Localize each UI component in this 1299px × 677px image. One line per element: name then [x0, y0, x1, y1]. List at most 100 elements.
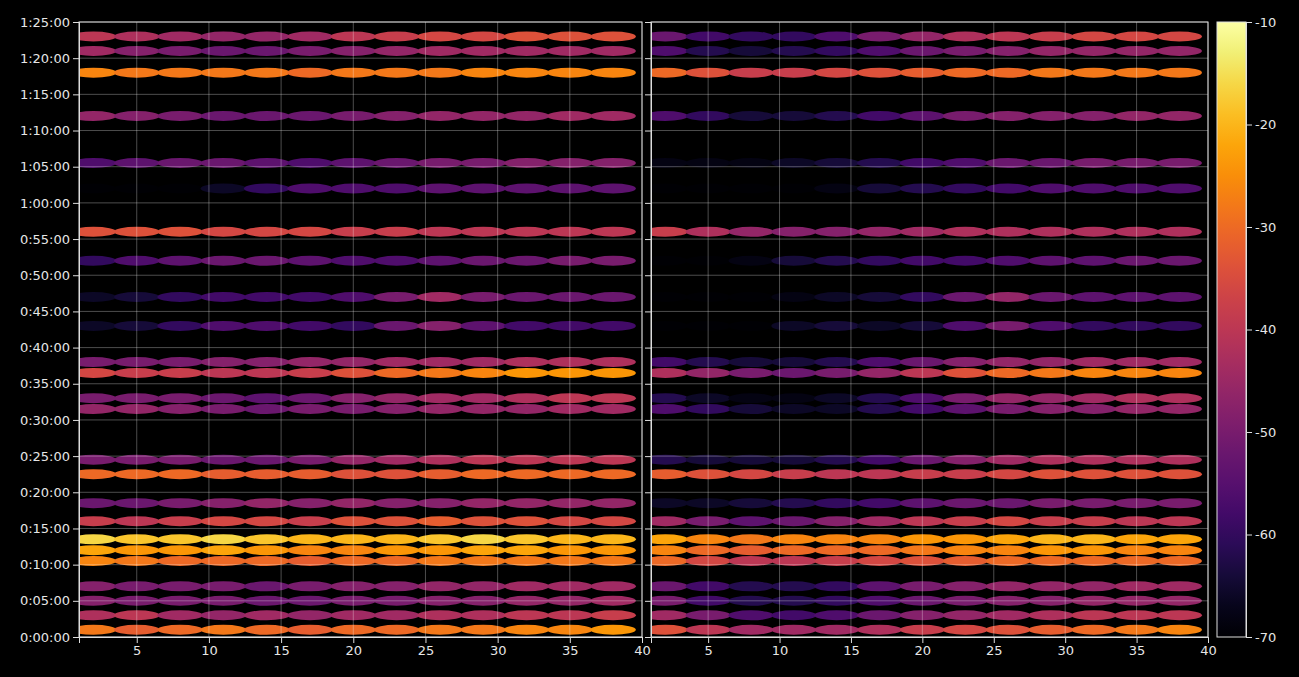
tick [645, 384, 651, 385]
heat-cell [728, 404, 773, 414]
heat-cell [1028, 625, 1073, 635]
heat-cell [814, 534, 859, 544]
grid-line [79, 130, 642, 131]
heat-cell [651, 610, 688, 620]
heat-cell [1157, 321, 1202, 331]
x-axis: 510152025303540 [80, 637, 651, 658]
heat-cell [287, 321, 332, 331]
heat-cell [79, 581, 116, 591]
tick-label: 25 [418, 643, 435, 658]
heat-cell [157, 227, 202, 237]
heat-cell [1157, 227, 1202, 237]
heat-cell [287, 111, 332, 121]
heat-cell [460, 516, 505, 526]
heat-cell [287, 610, 332, 620]
heat-cell [771, 581, 816, 591]
heat-cell [201, 357, 246, 367]
tick-mark [645, 637, 651, 638]
heat-cell [417, 321, 462, 331]
tick: 0:25:00 [20, 449, 79, 464]
heat-cell [157, 31, 202, 41]
grid-line [79, 58, 642, 59]
grid-line [1136, 22, 1137, 637]
grid-line [651, 528, 1208, 529]
tick [645, 275, 651, 276]
heat-cell [728, 393, 773, 403]
heat-cell [287, 256, 332, 266]
heat-cell [857, 498, 902, 508]
heat-cell [374, 368, 419, 378]
heat-cell [986, 545, 1031, 555]
heat-cell [417, 498, 462, 508]
heat-cell [814, 292, 859, 302]
heat-cell [771, 534, 816, 544]
heat-cell [504, 357, 549, 367]
heat-cell [374, 183, 419, 193]
heat-cell [287, 534, 332, 544]
tick-label: 10 [772, 643, 789, 658]
tick [645, 58, 651, 59]
tick-mark [570, 637, 571, 643]
heat-cell [986, 227, 1031, 237]
heat-cell [1071, 227, 1116, 237]
heat-cell [814, 581, 859, 591]
heat-cell [814, 368, 859, 378]
tick-mark [73, 167, 79, 168]
tick-mark [922, 637, 923, 643]
heat-cell [157, 46, 202, 56]
heat-cell [157, 469, 202, 479]
grid-line [79, 275, 642, 276]
grid-line [425, 22, 426, 637]
heat-cell [374, 357, 419, 367]
heat-cell [417, 516, 462, 526]
heat-cell [201, 68, 246, 78]
grid-line [779, 22, 780, 637]
heat-cell [986, 625, 1031, 635]
heat-cell [244, 516, 289, 526]
heat-cell [417, 227, 462, 237]
heat-cell [771, 469, 816, 479]
tick-mark [645, 528, 651, 529]
heat-cell [1071, 183, 1116, 193]
heat-cell [590, 498, 635, 508]
heat-cell [157, 292, 202, 302]
heat-cell [374, 498, 419, 508]
grid-line [79, 311, 642, 312]
heat-cell [1028, 368, 1073, 378]
heat-cell [943, 610, 988, 620]
heat-cell [287, 581, 332, 591]
grid-line [651, 600, 1208, 601]
heat-cell [857, 469, 902, 479]
heat-cell [943, 625, 988, 635]
tick: 30 [490, 637, 507, 658]
tick: 10 [201, 637, 218, 658]
heat-cell [857, 46, 902, 56]
heat-cell [201, 625, 246, 635]
heat-cell [417, 111, 462, 121]
heat-cell [287, 469, 332, 479]
heat-cell [1157, 545, 1202, 555]
heat-cell [374, 610, 419, 620]
heat-cell [374, 404, 419, 414]
tick: 40 [1200, 637, 1217, 658]
heat-cell [287, 68, 332, 78]
tick-mark [73, 239, 79, 240]
grid-line [136, 22, 137, 637]
grid-line [651, 564, 1208, 565]
heat-cell [986, 368, 1031, 378]
tick-mark [73, 637, 79, 638]
heat-cell [504, 292, 549, 302]
tick-mark [73, 384, 79, 385]
heat-cell [79, 610, 116, 620]
x-axis: 510152025303540 [652, 637, 1217, 658]
heat-cell [79, 357, 116, 367]
heat-cell [157, 256, 202, 266]
tick: 0:40:00 [20, 340, 79, 355]
tick [645, 348, 651, 349]
tick [645, 239, 651, 240]
heat-cell [460, 357, 505, 367]
heat-cell [651, 469, 688, 479]
heat-cell [157, 545, 202, 555]
grid-line [79, 347, 642, 348]
grid-line [79, 456, 642, 457]
